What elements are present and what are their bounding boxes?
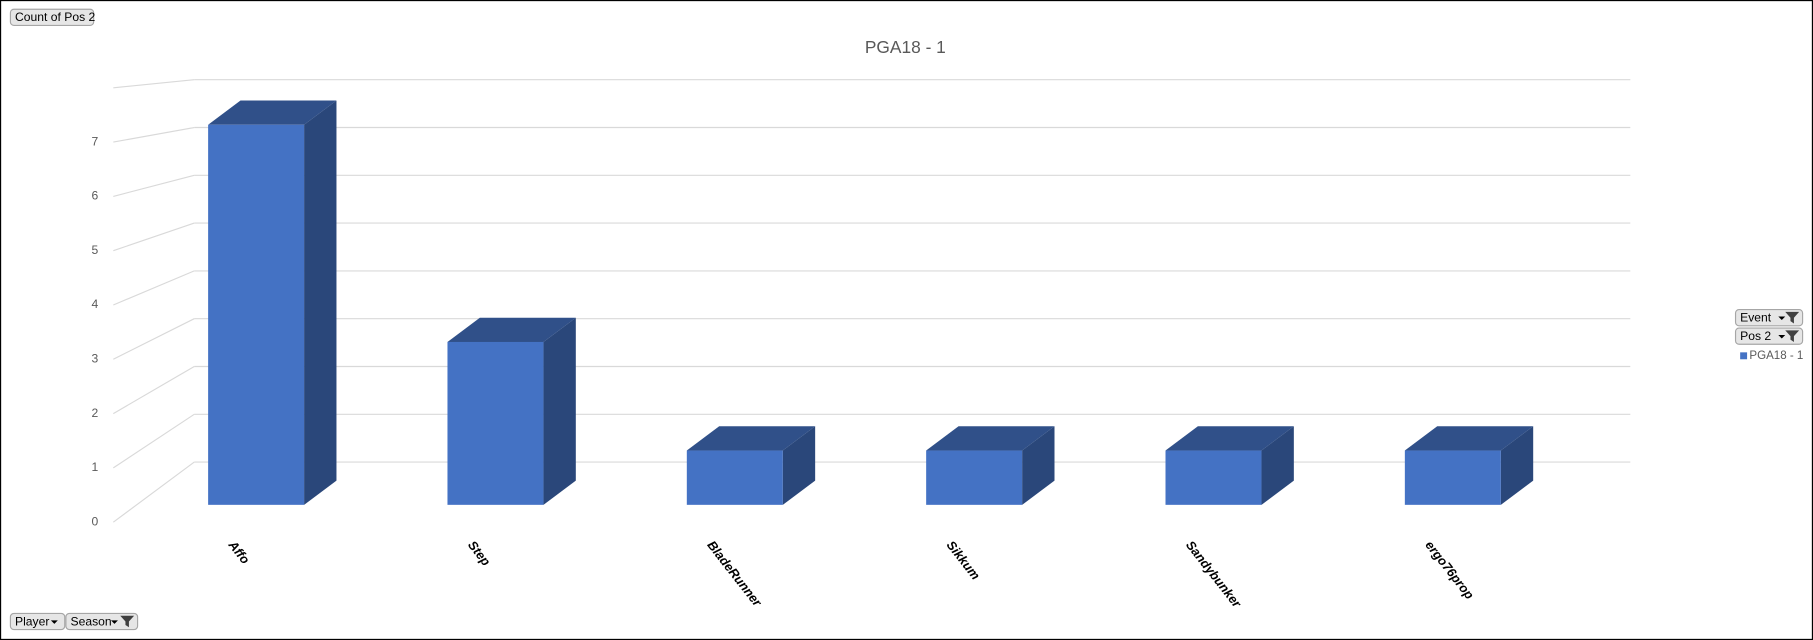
y-tick-label: 7 [92,134,99,148]
y-tick-label: 3 [92,351,99,365]
filter-icon [1785,330,1800,342]
bar [926,426,1055,505]
bar-top [686,426,816,451]
field-button-label[interactable]: Season [71,614,112,628]
bar-front [1404,450,1501,505]
bar-top [447,317,576,342]
grid-line-side [113,126,195,143]
legend-label: PGA18 - 1 [1749,350,1803,362]
chart-title: PGA18 - 1 [865,37,946,57]
grid-line-side [113,365,195,415]
field-button[interactable] [9,612,66,631]
bar-front [447,341,544,505]
grid-line-side [112,413,195,469]
grid-line-side [113,270,195,306]
bar-side [1022,426,1055,505]
filter-icon [1785,311,1800,324]
bar-front [686,450,783,505]
y-tick-label: 5 [92,243,99,257]
bar [208,100,337,505]
bar-front [926,450,1023,505]
dropdown-arrow [1778,335,1786,339]
bar-front [208,124,305,505]
field-button-label[interactable]: Pos 2 [1740,329,1771,343]
grid-line-side [112,461,195,523]
bar [1404,426,1534,505]
left-wall-top [113,79,195,89]
bar [447,317,576,505]
y-tick-label: 6 [92,189,99,203]
bar-top [1404,426,1534,451]
y-tick-label: 2 [92,406,99,420]
field-button[interactable] [1734,309,1804,327]
bar-side [304,100,337,505]
y-tick-label: 4 [92,297,99,311]
field-button[interactable] [9,8,95,26]
y-tick-label: 0 [92,514,99,528]
y-tick-label: 1 [92,460,99,474]
bar-side [1500,426,1534,505]
field-button-label[interactable]: Count of Pos 2 [15,10,96,24]
bar-top [926,426,1055,451]
bar-side [543,317,576,505]
grid-line-side [113,222,195,252]
bar-top [1165,426,1294,451]
bar [686,426,816,505]
field-button[interactable] [1734,327,1804,345]
field-button[interactable] [65,612,139,631]
legend-swatch [1740,352,1748,360]
dropdown-arrow [111,620,118,624]
bar-side [782,426,816,505]
bar [1165,426,1294,505]
bar-side [1261,426,1294,505]
dropdown-arrow [50,620,58,624]
grid-line-side [113,318,195,360]
bar-front [1165,450,1262,505]
dropdown-arrow [1778,316,1786,320]
bar-top [208,100,337,125]
field-button-label[interactable]: Event [1740,310,1772,324]
field-button-label[interactable]: Player [15,614,49,628]
bars [208,100,1534,505]
grid-line-side [113,174,195,197]
filter-icon [120,615,135,628]
pivot-buttons: PGA18 - 1 Count of Pos 2 Event Pos 2 Player S… [9,8,1804,631]
